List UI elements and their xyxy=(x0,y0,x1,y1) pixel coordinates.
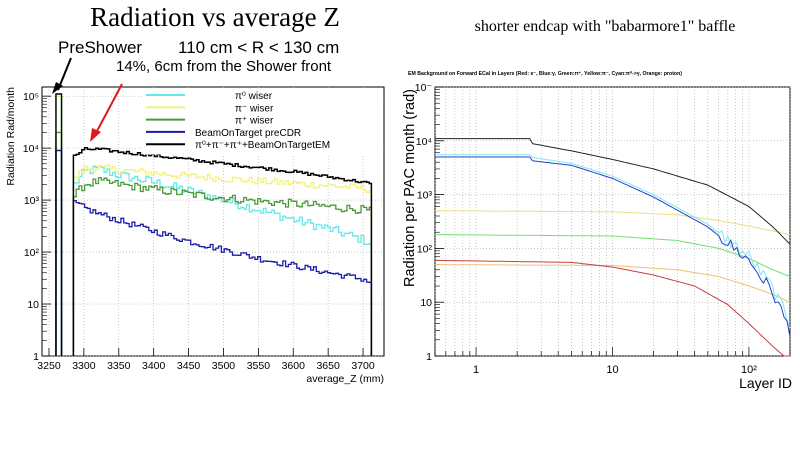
left-legend-label: π⁰+π⁻+π⁺+BeamOnTargetEM xyxy=(195,140,330,151)
right-y-tick-label: 10³ xyxy=(417,190,433,202)
right-y-axis-label: Radiation per PAC month (rad) xyxy=(402,89,418,287)
right-x-tick-label: 1 xyxy=(473,364,479,376)
shower-front-arrowhead xyxy=(90,128,101,142)
preshower-arrowhead xyxy=(52,82,63,94)
right-series-line xyxy=(435,264,791,303)
right-y-tick-label: 1 xyxy=(426,351,432,363)
left-legend-label: π⁺ wiser xyxy=(235,116,274,127)
right-y-tick-label: 10⁴ xyxy=(416,136,432,148)
right-series-line xyxy=(435,210,791,236)
left-x-tick-label: 3600 xyxy=(282,360,306,372)
left-x-tick-label: 3350 xyxy=(107,360,131,372)
preshower-bin-sum xyxy=(55,93,63,356)
shower-front-arrow xyxy=(95,83,123,134)
percentage-annotation: 14%, 6cm from the Shower front xyxy=(116,58,332,75)
left-x-tick-label: 3450 xyxy=(177,360,201,372)
left-y-axis-label: Radiation Rad/month xyxy=(5,87,17,186)
left-x-tick-label: 3650 xyxy=(316,360,340,372)
right-y-tick-label: 10² xyxy=(417,243,433,255)
right-y-tick-label: 10⁻ xyxy=(415,82,433,94)
left-series-line xyxy=(72,176,373,356)
left-x-tick-label: 3500 xyxy=(212,360,236,372)
right-plot-frame xyxy=(434,86,791,357)
left-x-tick-label: 3550 xyxy=(247,360,271,372)
left-legend-label: π⁻ wiser xyxy=(235,103,274,114)
left-series-line xyxy=(72,147,373,356)
right-series-line xyxy=(435,138,791,245)
right-x-tick-label: 10 xyxy=(606,364,618,376)
right-x-axis-label: Layer ID xyxy=(739,375,792,391)
radius-range-annotation: 110 cm < R < 130 cm xyxy=(178,38,340,57)
preshower-annotation: PreShower xyxy=(58,38,143,57)
left-legend-label: BeamOnTarget preCDR xyxy=(195,128,301,139)
left-series-line xyxy=(72,164,373,356)
left-x-tick-label: 3400 xyxy=(142,360,166,372)
right-series-line xyxy=(435,234,791,277)
right-x-tick-label: 10² xyxy=(741,364,757,376)
right-series-line xyxy=(435,154,791,329)
right-series-line xyxy=(434,259,790,357)
left-y-tick-label: 10² xyxy=(24,247,40,259)
left-y-tick-label: 10 xyxy=(27,299,39,311)
left-x-axis-label: average_Z (mm) xyxy=(306,373,384,385)
left-y-tick-label: 10³ xyxy=(24,195,40,207)
right-series-line xyxy=(435,156,791,337)
left-y-tick-label: 10⁵ xyxy=(23,91,39,103)
left-series-line xyxy=(72,199,373,356)
left-legend-label: π⁰ wiser xyxy=(235,91,273,102)
left-legend-box xyxy=(142,87,382,155)
left-series-line xyxy=(72,165,373,356)
left-x-tick-label: 3300 xyxy=(72,360,96,372)
right-y-tick-label: 10 xyxy=(420,297,432,309)
left-x-tick-label: 3250 xyxy=(37,360,61,372)
right-chart-caption: shorter endcap with "babarmore1" baffle xyxy=(474,18,736,35)
right-chart-title: EM Background on Forward ECal in Layers … xyxy=(408,71,682,77)
left-y-tick-label: 10⁴ xyxy=(23,143,39,155)
left-x-tick-label: 3700 xyxy=(351,360,375,372)
left-y-tick-label: 1 xyxy=(33,351,39,363)
slide-title: Radiation vs average Z xyxy=(90,2,340,32)
